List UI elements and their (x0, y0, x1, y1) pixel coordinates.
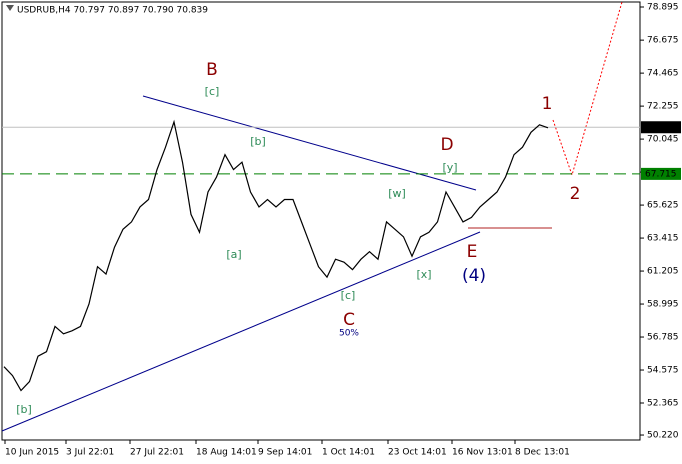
wave-label: 50% (339, 329, 359, 339)
price-series (3, 119, 549, 392)
plot-frame (1, 1, 641, 441)
wave-label: [b] (16, 403, 32, 416)
wave-label: C (343, 310, 355, 330)
wave-label: [a] (226, 248, 241, 261)
forecast-path (552, 1, 623, 177)
y-tick-label: 52.365 (647, 399, 679, 409)
y-tick-label: 76.675 (647, 36, 679, 46)
lower-trendline (1, 231, 481, 432)
y-tick-label: 56.785 (647, 333, 679, 343)
y-tick-label: 74.465 (647, 69, 679, 79)
price-label-box (641, 121, 681, 134)
x-tick-label: 9 Sep 14:01 (258, 448, 312, 458)
wave-label: [x] (416, 268, 431, 281)
y-tick-label: 70.045 (647, 135, 679, 145)
x-tick-label: 16 Nov 13:01 (452, 448, 513, 458)
x-tick-label: 18 Aug 14:01 (196, 448, 257, 458)
x-tick-label: 3 Jul 22:01 (66, 448, 114, 458)
y-tick-label: 65.625 (647, 201, 679, 211)
wave-label: E (467, 242, 478, 262)
wave-label: (4) (462, 266, 486, 286)
upper-trendline (142, 95, 477, 191)
wave-label: 2 (570, 184, 581, 204)
level-label: 67.715 (645, 169, 677, 179)
wave-label: [w] (388, 187, 406, 200)
wave-label: [b] (250, 135, 266, 148)
wave-label: [c] (341, 289, 356, 302)
chart-title: USDRUB,H4 70.797 70.897 70.790 70.839 (17, 6, 208, 16)
y-tick-label: 72.255 (647, 102, 679, 112)
x-tick-label: 1 Oct 14:01 (322, 448, 375, 458)
y-tick-label: 63.415 (647, 234, 679, 244)
price-label: 70.839 (645, 123, 677, 133)
wave-label: 1 (542, 94, 553, 114)
y-tick-label: 50.220 (647, 431, 679, 441)
x-tick-label: 27 Jul 22:01 (130, 448, 184, 458)
wave-label: D (440, 135, 453, 155)
level-label-box (641, 167, 681, 180)
wave-label: [c] (205, 85, 220, 98)
wave-label: B (206, 60, 218, 80)
symbol-icon (6, 5, 14, 11)
y-tick-label: 78.895 (647, 3, 679, 13)
y-tick-label: 54.575 (647, 366, 679, 376)
y-tick-label: 61.205 (647, 267, 679, 277)
wave-label: [y] (442, 161, 457, 174)
x-tick-label: 23 Oct 14:01 (388, 448, 447, 458)
y-tick-label: 58.995 (647, 300, 679, 310)
x-tick-label: 8 Dec 13:01 (515, 448, 570, 458)
x-tick-label: 10 Jun 2015 (5, 448, 59, 458)
